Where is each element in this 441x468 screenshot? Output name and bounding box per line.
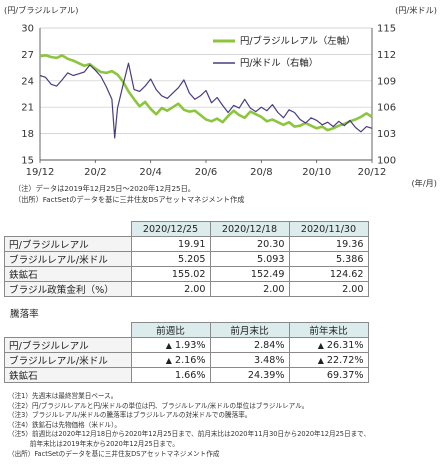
cell-value: 69.37% (288, 367, 369, 383)
row-label: ブラジル政策金利（%） (4, 281, 132, 297)
cell-value: ▲ 2.16% (130, 352, 211, 368)
x-tick-label: 20/4 (139, 167, 161, 178)
row-label: 鉄鉱石 (4, 266, 132, 282)
row-label: ブラジルレアル/米ドル (4, 352, 132, 368)
footnote: 前年末比は2019年末から2020年12月25日まで。 (8, 439, 179, 448)
triangle-icon: ▲ (317, 340, 324, 350)
rates-header-3: 2020/11/30 (288, 221, 369, 237)
cell-value: 1.66% (130, 367, 211, 383)
cell-value: 2.00 (209, 281, 290, 297)
footnote: （注2）円/ブラジルレアルと円/米ドルの単位は円、ブラジルレアル/米ドルの単位は… (8, 401, 309, 410)
series-line-2 (39, 62, 373, 139)
cell-value: ▲ 22.72% (288, 352, 369, 368)
y-left-tick-label: 30 (21, 24, 34, 35)
footnote: （注3）ブラジルレアル/米ドルの騰落率はブラジルレアルの対米ドルでの騰落率。 (8, 411, 252, 420)
chart-svg: 15 18 21 24 27 30 100 103 106 109 112 115 19/12 20/2 2… (4, 5, 437, 188)
y-right-tick-label: 112 (377, 50, 396, 61)
chart-note: （注）データは2019年12月25日～2020年12月25日。 (14, 184, 195, 193)
y-left-tick-label: 18 (21, 129, 34, 140)
cell-value: ▲ 1.93% (130, 337, 211, 353)
cell-value: ▲ 26.31% (288, 337, 369, 353)
x-tick-label: 20/2 (84, 167, 106, 178)
footnote: （注5）前週比は2020年12月18日から2020年12月25日まで、前月末比は… (8, 430, 371, 439)
cell-value: 3.48% (209, 352, 290, 368)
footnote: （出所）FactSetのデータを基に三井住友DSアセットマネジメント作成 (8, 449, 220, 458)
table-row: 円/ブラジルレアル ▲ 1.93% 2.84% ▲ 26.31% (4, 337, 369, 353)
table-row: ブラジルレアル/米ドル 5.205 5.093 5.386 (4, 251, 369, 267)
cell-value: 19.36 (288, 236, 369, 252)
legend-label-2: 円/米ドル（右軸） (240, 57, 318, 69)
y-right-tick-label: 106 (377, 103, 396, 114)
table-row: 鉄鉱石 155.02 152.49 124.62 (4, 266, 369, 282)
cell-value: 155.02 (130, 266, 211, 282)
cell-value: 152.49 (209, 266, 290, 282)
y-right-tick-label: 109 (377, 76, 396, 87)
footnote: （注4）鉄鉱石は先物価格（米ドル）。 (8, 420, 121, 429)
x-tick-label: 19/12 (26, 167, 55, 178)
cell-value: 5.205 (130, 251, 211, 267)
y-left-tick-label: 27 (21, 50, 34, 61)
cell-value: 2.00 (288, 281, 369, 297)
exchange-rate-chart: 15 18 21 24 27 30 100 103 106 109 112 115 19/12 20/2 2… (0, 0, 441, 196)
change-table: 前週比 前月末比 前年末比 円/ブラジルレアル ▲ 1.93% 2.84% ▲ … (4, 322, 369, 383)
table-row: ブラジルレアル/米ドル ▲ 2.16% 3.48% ▲ 22.72% (4, 352, 369, 368)
table-row: 円/ブラジルレアル 19.91 20.30 19.36 (4, 236, 369, 252)
cell-value: 19.91 (130, 236, 211, 252)
y-right-tick-label: 103 (377, 129, 396, 140)
legend-label-1: 円/ブラジルレアル（左軸） (240, 35, 355, 47)
cell-value: 2.84% (209, 337, 290, 353)
y-left-tick-label: 24 (21, 76, 34, 87)
x-tick-label: 20/10 (302, 167, 331, 178)
x-tick-label: 20/6 (195, 167, 217, 178)
row-label: 円/ブラジルレアル (4, 236, 132, 252)
right-axis-unit: (円/米ドル) (395, 5, 437, 15)
cell-value: 20.30 (209, 236, 290, 252)
cell-value: 124.62 (288, 266, 369, 282)
chart-source: （出所）FactSetのデータを基に三井住友DSアセットマネジメント作成 (14, 195, 245, 204)
y-right-tick-label: 100 (377, 156, 396, 167)
rates-header-2: 2020/12/18 (209, 221, 290, 237)
y-left-tick-label: 15 (21, 156, 34, 167)
triangle-icon: ▲ (317, 355, 324, 365)
footnote: （注1）先週末は最終営業日ベース。 (8, 392, 118, 400)
x-axis-unit: (年/月) (411, 178, 437, 188)
change-header-3: 前年末比 (288, 322, 369, 338)
series-line-1 (39, 54, 373, 132)
rates-table-corner (4, 221, 132, 237)
change-rate-title: 騰落率 (10, 309, 39, 320)
y-left-tick-label: 21 (21, 103, 34, 114)
row-label: 鉄鉱石 (4, 367, 132, 383)
triangle-icon: ▲ (165, 340, 172, 350)
table-row: 鉄鉱石 1.66% 24.39% 69.37% (4, 367, 369, 383)
row-label: ブラジルレアル/米ドル (4, 251, 132, 267)
cell-value: 24.39% (209, 367, 290, 383)
change-header-1: 前週比 (130, 322, 211, 338)
cell-value: 2.00 (130, 281, 211, 297)
change-header-2: 前月末比 (209, 322, 290, 338)
cell-value: 5.386 (288, 251, 369, 267)
row-label: 円/ブラジルレアル (4, 337, 132, 353)
footnotes: （注1）先週末は最終営業日ベース。 （注2）円/ブラジルレアルと円/米ドルの単位… (8, 392, 370, 459)
x-tick-label: 20/8 (250, 167, 272, 178)
change-table-corner (4, 322, 132, 338)
y-right-tick-label: 115 (377, 24, 396, 35)
cell-value: 5.093 (209, 251, 290, 267)
x-tick-label: 20/12 (358, 167, 387, 178)
left-axis-unit: (円/ブラジルレアル) (4, 5, 78, 15)
rates-header-1: 2020/12/25 (130, 221, 211, 237)
triangle-icon: ▲ (165, 355, 172, 365)
table-row: ブラジル政策金利（%） 2.00 2.00 2.00 (4, 281, 369, 297)
rates-table: 2020/12/25 2020/12/18 2020/11/30 円/ブラジルレ… (4, 221, 369, 297)
